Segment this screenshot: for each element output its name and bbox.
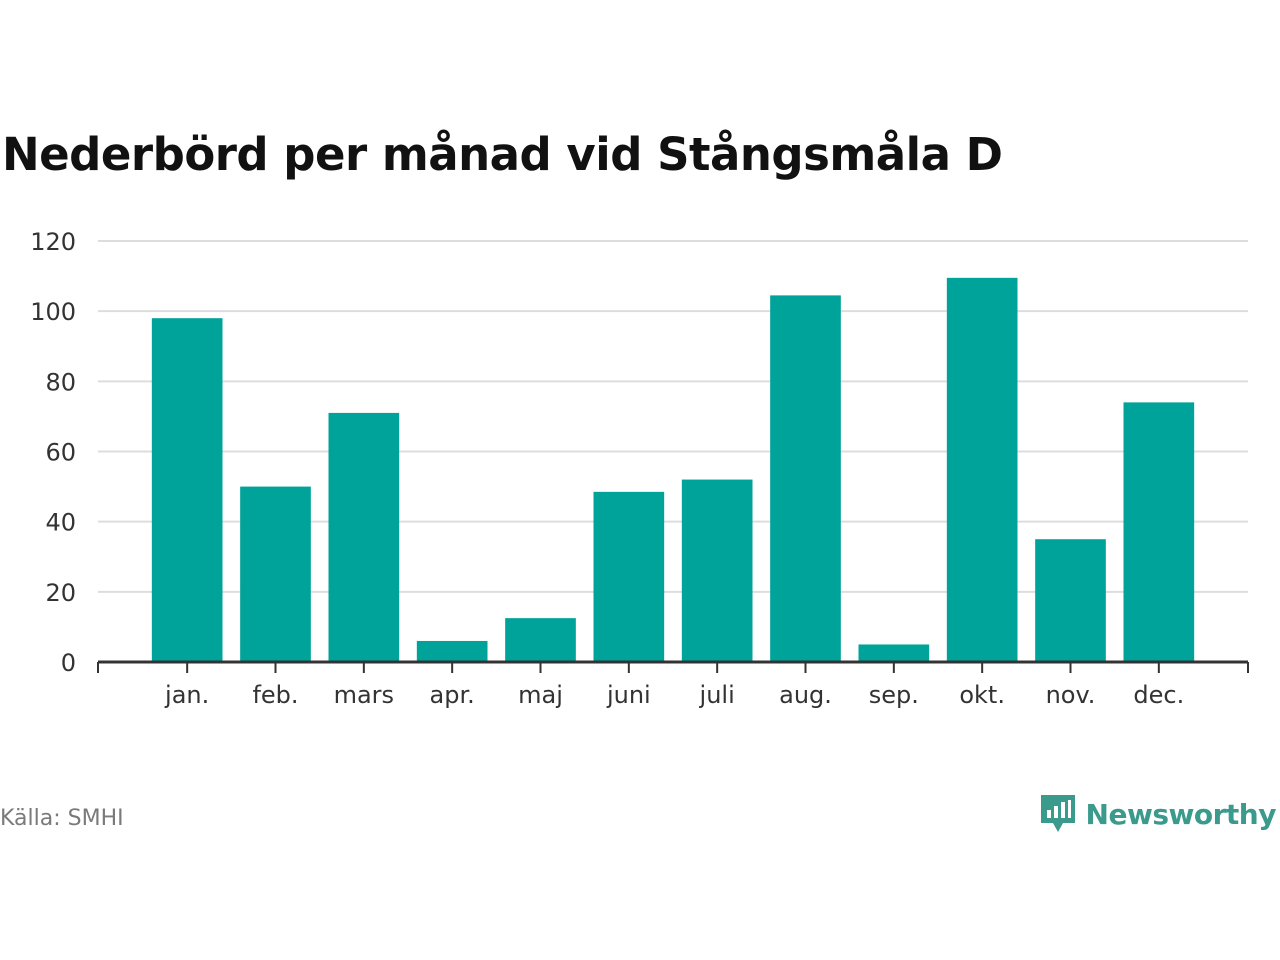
x-tick-label: juli [699, 681, 735, 709]
brand-logo[interactable]: Newsworthy [1038, 792, 1277, 836]
bar-feb [240, 486, 311, 662]
x-axis [97, 660, 1249, 673]
bar-jan [151, 318, 223, 662]
bar-aug [770, 295, 841, 662]
bar-maj [505, 618, 576, 662]
y-tick-label: 80 [45, 368, 76, 396]
bar-juni [593, 491, 665, 662]
bar-apr [416, 640, 488, 662]
x-tick-label: apr. [430, 681, 475, 709]
x-tick-label: sep. [869, 681, 919, 709]
y-tick-label: 0 [61, 649, 76, 677]
x-tick-label: juni [606, 681, 651, 709]
bar-mars [328, 412, 400, 662]
source-note: Källa: SMHI [0, 806, 124, 831]
y-tick-label: 120 [30, 228, 76, 256]
y-tick-label: 40 [45, 509, 76, 537]
x-tick-label: aug. [779, 681, 832, 709]
chart-title: Nederbörd per månad vid Stångsmåla D [2, 128, 1003, 181]
y-tick-labels: 0 20 40 60 80 100 120 [30, 228, 76, 677]
x-tick-labels: jan. feb. mars apr. maj juni juli aug. sep. okt. n… [164, 681, 1184, 709]
bar-sep [858, 644, 930, 662]
y-tick-label: 100 [30, 298, 76, 326]
x-tick-label: mars [334, 681, 394, 709]
y-tick-label: 60 [45, 439, 76, 467]
x-tick-label: nov. [1046, 681, 1096, 709]
y-tick-label: 20 [45, 579, 76, 607]
x-tick-label: jan. [164, 681, 209, 709]
newsworthy-logo-icon [1040, 795, 1075, 832]
x-tick-label: maj [518, 681, 563, 709]
bars [151, 277, 1195, 662]
x-tick-label: dec. [1133, 681, 1184, 709]
bar-dec [1123, 402, 1195, 662]
x-tick-label: okt. [959, 681, 1005, 709]
brand-name: Newsworthy [1085, 797, 1277, 831]
x-tick-label: feb. [252, 681, 298, 709]
bar-nov [1035, 539, 1106, 662]
bar-juli [681, 479, 753, 662]
bar-okt [946, 277, 1018, 662]
